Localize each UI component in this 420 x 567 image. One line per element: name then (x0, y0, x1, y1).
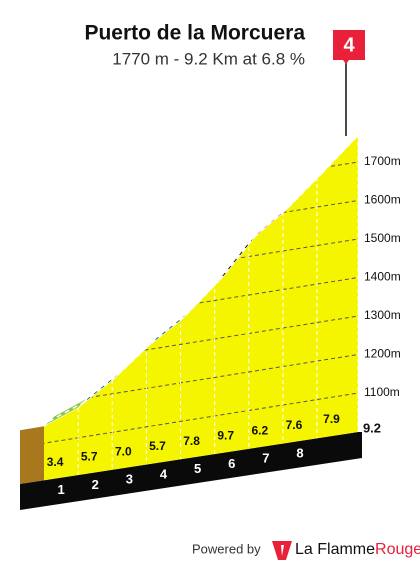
x-tick-label: 1 (58, 482, 65, 497)
gradient-label: 6.2 (252, 423, 269, 437)
chart-subtitle: 1770 m - 9.2 Km at 6.8 % (112, 49, 305, 68)
strip-centerline (150, 314, 186, 344)
powered-by: Powered by (192, 541, 261, 556)
gradient-label: 5.7 (81, 450, 98, 464)
strip-centerline (219, 236, 255, 281)
chart-title: Puerto de la Morcuera (84, 22, 305, 45)
y-tick-label: 1500m (364, 231, 401, 245)
brand-logo (272, 541, 292, 560)
y-tick-label: 1400m (364, 270, 401, 284)
strip-centerline (321, 129, 364, 174)
profile-area (44, 135, 358, 481)
gradient-label: 9.7 (217, 429, 234, 443)
x-tick-label: 2 (92, 477, 99, 492)
gradient-label: 7.8 (183, 434, 200, 448)
grid-line (44, 392, 358, 448)
y-tick-label: 1600m (364, 193, 401, 207)
gradient-label: 5.7 (149, 439, 166, 453)
brand-main: La Flamme (295, 541, 375, 558)
gradient-label: 7.9 (323, 412, 340, 426)
strip-centerline (253, 207, 289, 238)
x-tick-label: 4 (160, 466, 168, 481)
strip-centerline (287, 172, 323, 209)
y-tick-label: 1200m (364, 347, 401, 361)
gradient-label: 3.4 (47, 455, 64, 469)
gradient-label: 7.6 (286, 418, 303, 432)
strip-centerline (82, 374, 118, 404)
gradient-label: 7.0 (115, 444, 132, 458)
category-label: 4 (343, 34, 355, 56)
y-tick-label: 1100m (364, 385, 400, 399)
side-face (20, 426, 44, 484)
brand: La FlammeRouge (295, 541, 420, 558)
category-flag (333, 30, 365, 64)
y-tick-label: 1300m (364, 308, 401, 322)
strip-centerline (116, 342, 152, 376)
x-tick-label: 7 (262, 451, 269, 466)
y-tick-label: 1700m (364, 154, 401, 168)
x-tick-label: 6 (228, 456, 235, 471)
x-tick-label: 8 (296, 445, 303, 460)
brand-accent: Rouge (375, 541, 420, 558)
strip-centerline (48, 402, 84, 422)
x-tick-label: 3 (126, 472, 133, 487)
x-tick-label: 9.2 (363, 420, 381, 435)
x-tick-label: 5 (194, 461, 201, 476)
base-band (20, 432, 362, 510)
